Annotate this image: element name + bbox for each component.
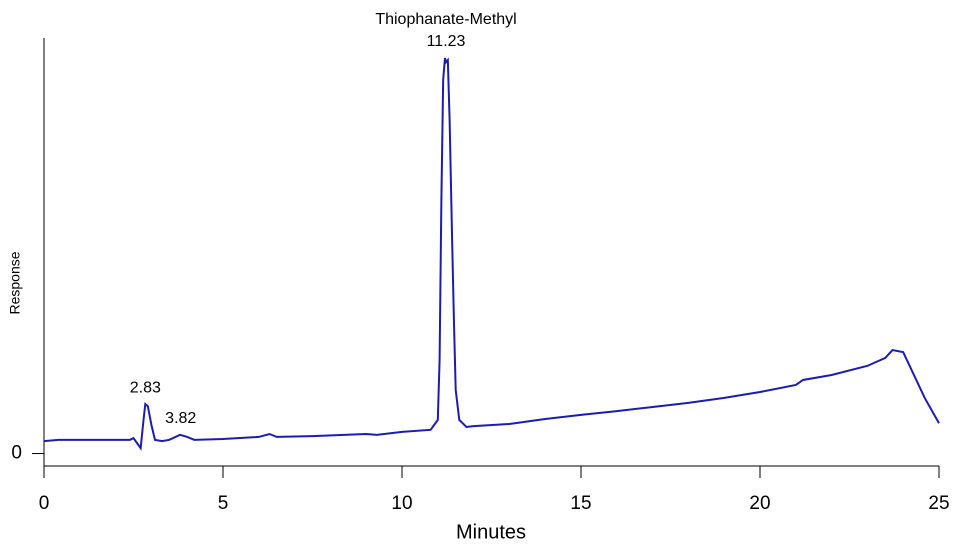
x-tick-label: 20 <box>749 493 770 514</box>
peak-label: 11.23 <box>427 33 466 50</box>
x-tick-label: 0 <box>39 493 50 514</box>
x-tick-label: 10 <box>391 493 412 514</box>
y-tick-label: 0 <box>11 443 22 464</box>
peak-name: Thiophanate-Methyl <box>375 11 516 28</box>
y-axis-label: Response <box>7 251 23 314</box>
x-axis-label: Minutes <box>456 521 526 543</box>
x-tick-label: 25 <box>928 493 949 514</box>
x-tick-label: 15 <box>570 493 591 514</box>
peak-label: 3.82 <box>165 410 196 427</box>
peak-label: 2.83 <box>130 379 161 396</box>
x-tick-label: 5 <box>218 493 229 514</box>
trace <box>43 57 940 451</box>
